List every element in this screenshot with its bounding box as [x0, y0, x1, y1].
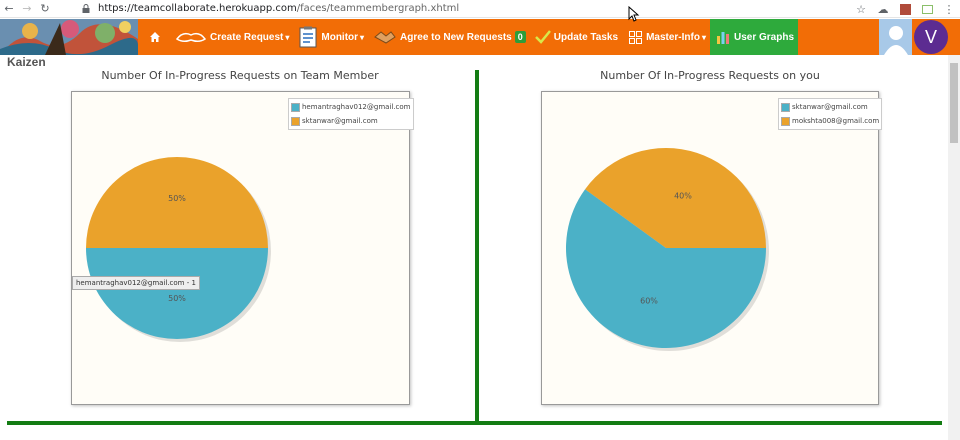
nav-update-tasks-label: Update Tasks	[553, 31, 619, 43]
horizontal-divider	[7, 421, 942, 425]
chevron-down-icon: ▾	[360, 32, 365, 42]
address-bar[interactable]: https://teamcollaborate.herokuapp.com/fa…	[82, 0, 459, 16]
grid-icon	[626, 28, 644, 46]
pie-slice-label: 60%	[640, 296, 658, 305]
nav-monitor-label: Monitor	[321, 31, 359, 43]
extension-pdf-icon[interactable]	[894, 0, 916, 18]
vertical-divider	[475, 70, 479, 422]
extension-cloud-icon[interactable]: ☁	[877, 2, 889, 16]
brand-banner[interactable]	[0, 19, 138, 55]
pie-chart-svg: 60% 40%	[566, 148, 769, 351]
legend-item[interactable]: sktanwar@gmail.com	[781, 100, 879, 114]
pie-slice-label: 40%	[674, 192, 692, 201]
nav-create-request-label: Create Request	[210, 31, 284, 43]
pie-slice[interactable]	[86, 248, 268, 339]
chart-legend: hemantraghav012@gmail.com sktanwar@gmail.…	[288, 98, 414, 130]
forward-icon[interactable]: →	[22, 2, 32, 15]
lock-icon	[82, 3, 90, 13]
nav-master-info[interactable]: Master-Info ▾	[622, 19, 710, 55]
url-host: https://teamcollaborate.herokuapp.com	[98, 2, 297, 14]
home-icon	[146, 28, 164, 46]
legend-label: hemantraghav012@gmail.com	[302, 103, 411, 111]
check-icon	[534, 28, 552, 46]
nav-monitor[interactable]: Monitor ▾	[293, 19, 368, 55]
pie-slice[interactable]	[566, 189, 766, 348]
agree-icon	[372, 28, 398, 46]
legend-swatch	[781, 102, 790, 112]
legend-label: mokshta008@gmail.com	[792, 117, 880, 125]
chart-tooltip: hemantraghav012@gmail.com - 1	[72, 276, 200, 290]
chart-title-team-member: Number Of In-Progress Requests on Team M…	[101, 69, 379, 82]
mouse-cursor-icon	[628, 6, 640, 22]
nav-update-tasks[interactable]: Update Tasks	[530, 19, 622, 55]
legend-swatch	[291, 102, 300, 112]
bar-chart-icon	[714, 28, 732, 46]
url-path: /faces/teammembergraph.xhtml	[296, 2, 460, 14]
legend-swatch	[781, 116, 790, 126]
menu-dots-icon[interactable]: ⋮	[943, 2, 955, 16]
pie-chart-svg: 50% 50%	[86, 157, 271, 342]
user-avatar[interactable]	[879, 19, 912, 55]
page-title: Kaizen	[7, 55, 46, 69]
star-icon[interactable]: ☆	[856, 2, 866, 16]
browser-toolbar: ← → ↻ https://teamcollaborate.herokuapp.…	[0, 0, 960, 18]
legend-item[interactable]: sktanwar@gmail.com	[291, 114, 411, 128]
pie-slice-label: 50%	[168, 194, 186, 203]
pie-slice[interactable]	[585, 148, 766, 248]
nav-agree-requests[interactable]: Agree to New Requests 0	[368, 19, 530, 55]
page-scrollbar[interactable]	[948, 55, 960, 440]
extension-grid-icon[interactable]	[916, 0, 938, 18]
legend-swatch	[291, 116, 300, 126]
nav-create-request[interactable]: Create Request ▾	[170, 19, 293, 55]
clipboard-icon	[297, 25, 319, 49]
nav-user-graphs-label: User Graphs	[733, 31, 795, 43]
scrollbar-thumb[interactable]	[950, 63, 958, 143]
pie-chart-team-member: 50% 50% hemantraghav012@gmail.com sktanwar…	[71, 91, 414, 405]
chart-title-on-you: Number Of In-Progress Requests on you	[600, 69, 820, 82]
reload-icon[interactable]: ↻	[40, 2, 50, 15]
legend-label: sktanwar@gmail.com	[302, 117, 378, 125]
chevron-down-icon: ▾	[285, 32, 290, 42]
legend-item[interactable]: mokshta008@gmail.com	[781, 114, 879, 128]
chart-legend: sktanwar@gmail.com mokshta008@gmail.com	[778, 98, 883, 130]
legend-item[interactable]: hemantraghav012@gmail.com	[291, 100, 411, 114]
pie-slice[interactable]	[86, 157, 268, 248]
pending-count-badge: 0	[514, 31, 526, 43]
app-navbar: Create Request ▾ Monitor ▾ Agree to New Re…	[0, 19, 960, 55]
legend-label: sktanwar@gmail.com	[792, 103, 868, 111]
nav-user-graphs[interactable]: User Graphs	[709, 19, 799, 55]
nav-master-info-label: Master-Info	[646, 31, 700, 43]
profile-avatar[interactable]: V	[914, 20, 948, 54]
pie-chart-on-you: 60% 40% sktanwar@gmail.com mokshta008@gmai…	[541, 91, 883, 405]
nav-home[interactable]	[142, 19, 170, 55]
back-icon[interactable]: ←	[4, 2, 14, 15]
handshake-icon	[174, 28, 208, 46]
pie-slice-label: 50%	[168, 294, 186, 303]
chevron-down-icon: ▾	[701, 32, 706, 42]
nav-agree-requests-label: Agree to New Requests	[400, 31, 512, 43]
